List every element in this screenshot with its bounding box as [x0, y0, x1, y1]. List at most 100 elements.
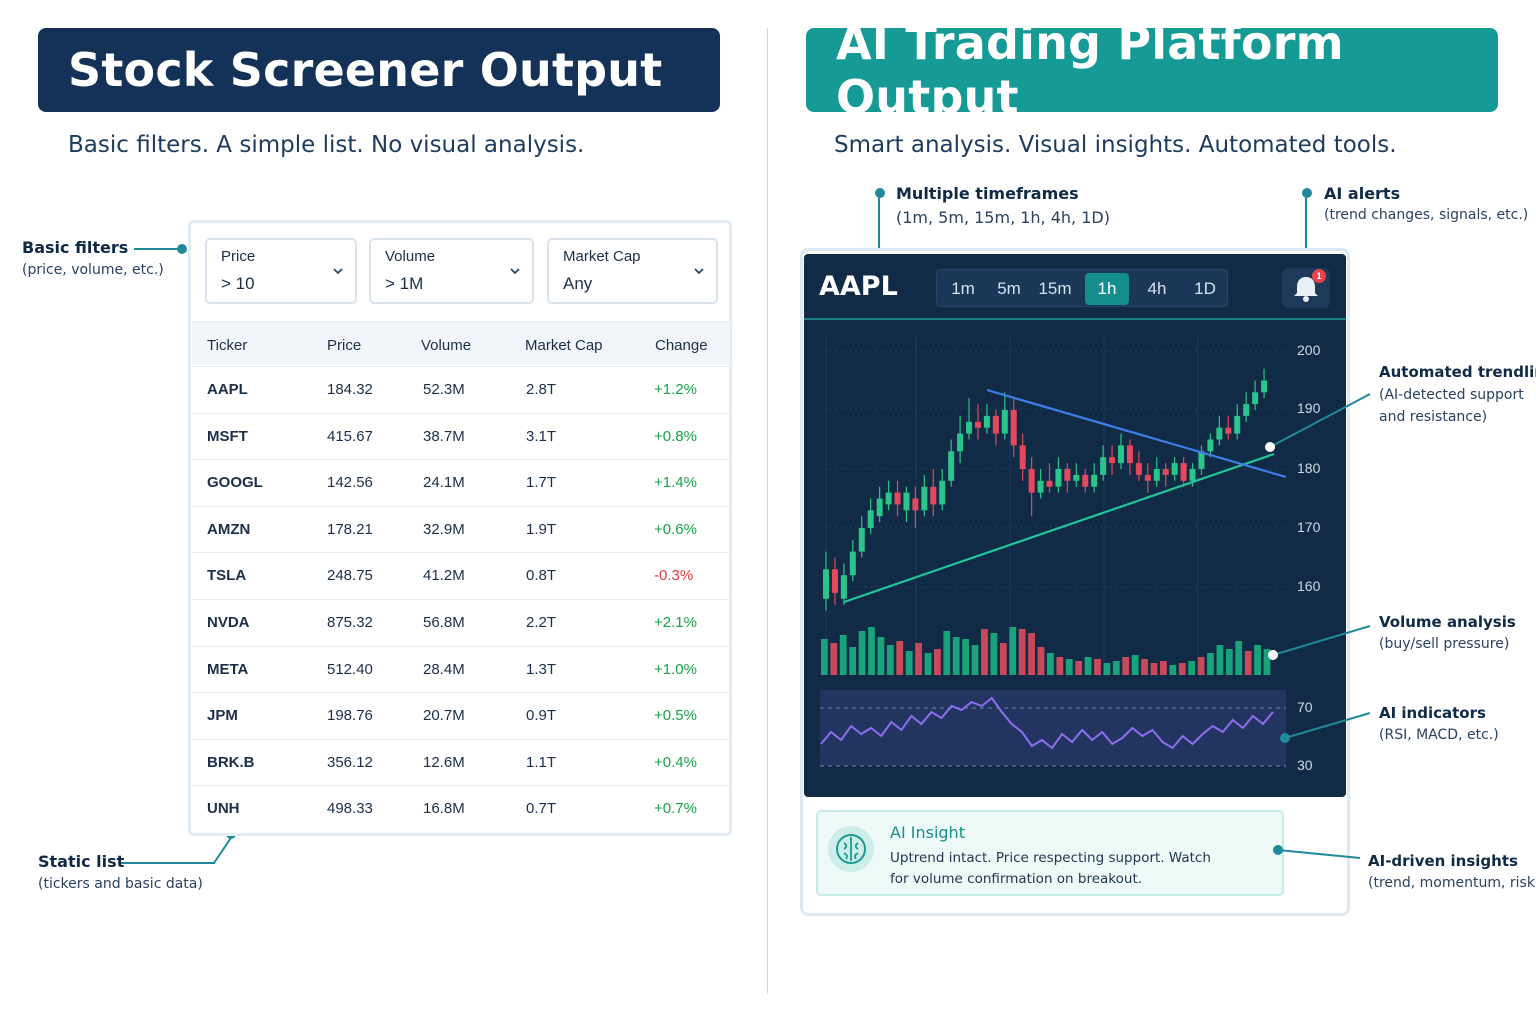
volume-bar — [1150, 663, 1158, 675]
chart-ticker: AAPL — [819, 271, 898, 302]
table-row[interactable]: JPM 198.76 20.7M 0.9T +0.5% — [192, 692, 730, 738]
cell-volume: 12.6M — [423, 753, 465, 771]
cell-market-cap: 0.7T — [526, 800, 557, 818]
resistance-trendline — [986, 388, 1287, 479]
column-price[interactable]: Price — [327, 337, 362, 354]
cell-market-cap: 1.7T — [526, 474, 557, 492]
candle — [1189, 469, 1196, 481]
cell-price: 498.33 — [327, 800, 373, 818]
cell-price: 178.21 — [327, 520, 373, 538]
annotation-static-list-sub: (tickers and basic data) — [38, 876, 203, 892]
candle — [1225, 427, 1232, 434]
cell-change: +2.1% — [654, 614, 697, 631]
annotation-line — [121, 862, 215, 864]
table-row[interactable]: MSFT 415.67 38.7M 3.1T +0.8% — [192, 412, 730, 459]
cell-ticker: UNH — [207, 800, 240, 818]
annotation-basic-filters-sub: (price, volume, etc.) — [22, 262, 164, 278]
annotation-dot — [1280, 733, 1290, 743]
column-change[interactable]: Change — [655, 337, 708, 354]
volume-bar — [821, 639, 828, 675]
annotation-alerts-sub: (trend changes, signals, etc.) — [1324, 207, 1529, 223]
filter-volume[interactable]: Volume > 1M — [369, 238, 534, 304]
annotation-line — [134, 248, 182, 250]
table-row[interactable]: AAPL 184.32 52.3M 2.8T +1.2% — [192, 366, 730, 412]
cell-ticker: AAPL — [207, 381, 248, 398]
platform-title: AI Trading Platform Output — [836, 16, 1344, 124]
volume-bar — [1112, 661, 1120, 675]
table-row[interactable]: NVDA 875.32 56.8M 2.2T +2.1% — [192, 599, 730, 645]
annotation-trendlines-sub-2: and resistance) — [1379, 409, 1488, 425]
annotation-insights-title: AI-driven insights — [1368, 852, 1518, 870]
volume-bar — [934, 649, 941, 675]
table-row[interactable]: BRK.B 356.12 12.6M 1.1T +0.4% — [192, 738, 730, 785]
annotation-indicators-title: AI indicators — [1379, 704, 1486, 722]
table-row[interactable]: META 512.40 28.4M 1.3T +1.0% — [192, 645, 730, 692]
cell-market-cap: 2.8T — [526, 381, 557, 398]
volume-bar — [915, 643, 922, 675]
volume-bar — [1084, 657, 1092, 675]
timeframe-15m[interactable]: 15m — [1038, 279, 1072, 298]
volume-bar — [1188, 661, 1196, 675]
filter-market-cap[interactable]: Market Cap Any — [547, 238, 718, 304]
cell-volume: 38.7M — [423, 427, 465, 445]
table-row[interactable]: TSLA 248.75 41.2M 0.8T -0.3% — [192, 552, 730, 598]
candle — [1216, 427, 1223, 440]
screener-subtitle: Basic filters. A simple list. No visual … — [68, 132, 585, 158]
brain-icon — [836, 834, 866, 864]
column-ticker[interactable]: Ticker — [207, 337, 248, 354]
volume-bar — [1018, 629, 1026, 675]
volume-bar — [1160, 661, 1167, 675]
price-chart[interactable] — [804, 254, 1346, 797]
candle — [1028, 469, 1035, 493]
candle — [974, 421, 981, 428]
candle — [1252, 392, 1259, 405]
cell-ticker: JPM — [207, 707, 238, 725]
platform-subtitle: Smart analysis. Visual insights. Automat… — [834, 132, 1397, 158]
candle — [1153, 469, 1160, 481]
volume-bar — [924, 653, 932, 675]
table-row[interactable]: GOOGL 142.56 24.1M 1.7T +1.4% — [192, 459, 730, 505]
timeframe-1m[interactable]: 1m — [951, 279, 975, 298]
volume-bar — [1263, 649, 1271, 675]
cell-volume: 24.1M — [423, 474, 465, 492]
volume-bar — [1169, 665, 1177, 675]
cell-change: +0.6% — [654, 520, 697, 538]
candle — [930, 486, 937, 505]
cell-change: +1.2% — [654, 381, 697, 398]
candle — [1100, 457, 1107, 475]
chevron-down-icon — [694, 268, 704, 275]
cell-volume: 20.7M — [423, 707, 465, 725]
volume-bar — [1037, 647, 1045, 675]
volume-bar — [1065, 659, 1073, 675]
candle — [921, 486, 928, 511]
timeframe-4h[interactable]: 4h — [1147, 279, 1167, 298]
timeframe-1d[interactable]: 1D — [1194, 279, 1216, 298]
candle — [1135, 463, 1142, 475]
filter-price[interactable]: Price > 10 — [205, 238, 357, 304]
annotation-insights-sub: (trend, momentum, risk) — [1368, 875, 1536, 891]
cell-ticker: BRK.B — [207, 753, 255, 771]
volume-bar — [886, 645, 894, 675]
timeframe-selector: 1m 5m 15m 1h 4h 1D — [936, 269, 1228, 307]
volume-bar — [952, 637, 960, 675]
column-volume[interactable]: Volume — [421, 337, 472, 354]
table-row[interactable]: AMZN 178.21 32.9M 1.9T +0.6% — [192, 505, 730, 552]
filter-value: > 1M — [385, 274, 424, 293]
volume-bar — [999, 643, 1007, 675]
column-market-cap[interactable]: Market Cap — [525, 337, 603, 354]
candle — [831, 569, 838, 593]
candle — [1171, 463, 1178, 475]
timeframe-1h[interactable]: 1h — [1085, 273, 1129, 305]
brain-icon-badge — [828, 826, 874, 872]
candle — [939, 480, 946, 505]
candle — [1073, 474, 1080, 481]
timeframe-5m[interactable]: 5m — [997, 279, 1021, 298]
table-row[interactable]: UNH 498.33 16.8M 0.7T +0.7% — [192, 785, 730, 831]
cell-volume: 28.4M — [423, 660, 465, 678]
cell-ticker: META — [207, 660, 249, 678]
cell-change: +0.7% — [654, 800, 697, 818]
candle — [1109, 457, 1116, 464]
annotation-line — [1284, 712, 1371, 739]
filter-value: Any — [563, 274, 593, 293]
cell-market-cap: 0.9T — [526, 707, 557, 725]
